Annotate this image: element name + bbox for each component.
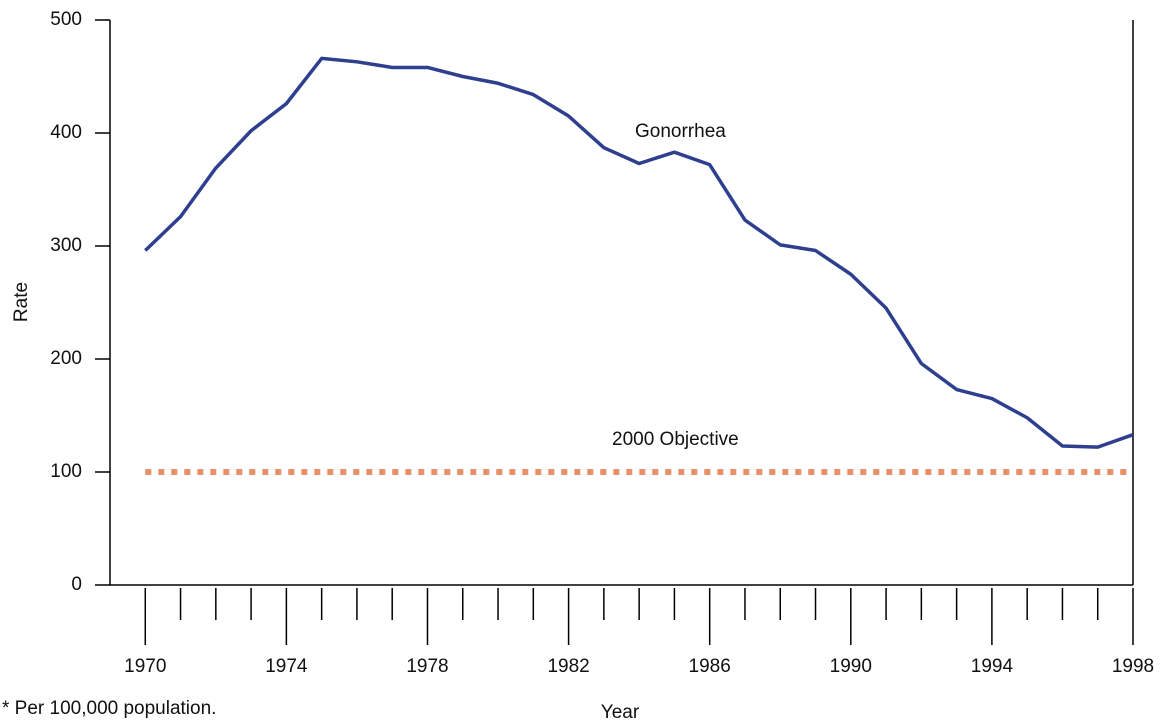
x-tick-label: 1970 xyxy=(124,656,166,677)
x-tick-label: 1974 xyxy=(265,656,308,677)
series-line xyxy=(144,56,1134,449)
y-tick-label: 300 xyxy=(50,235,82,256)
x-tick-label: 1986 xyxy=(689,656,731,677)
x-tick-label: 1990 xyxy=(830,656,872,677)
footnote: * Per 100,000 population. xyxy=(2,698,216,719)
x-tick-label: 1982 xyxy=(547,656,589,677)
y-tick-label: 400 xyxy=(50,122,82,143)
annotation: Gonorrhea xyxy=(635,121,726,142)
y-axis-label: Rate xyxy=(11,282,32,322)
y-tick-label: 100 xyxy=(50,461,82,482)
x-tick-label: 1998 xyxy=(1112,656,1154,677)
x-tick-label: 1994 xyxy=(971,656,1014,677)
y-tick-label: 200 xyxy=(50,348,82,369)
annotation: 2000 Objective xyxy=(612,429,739,450)
x-axis-label: Year xyxy=(601,702,640,723)
x-tick-label: 1978 xyxy=(406,656,448,677)
y-tick-label: 500 xyxy=(50,9,82,30)
y-tick-label: 0 xyxy=(71,574,82,595)
